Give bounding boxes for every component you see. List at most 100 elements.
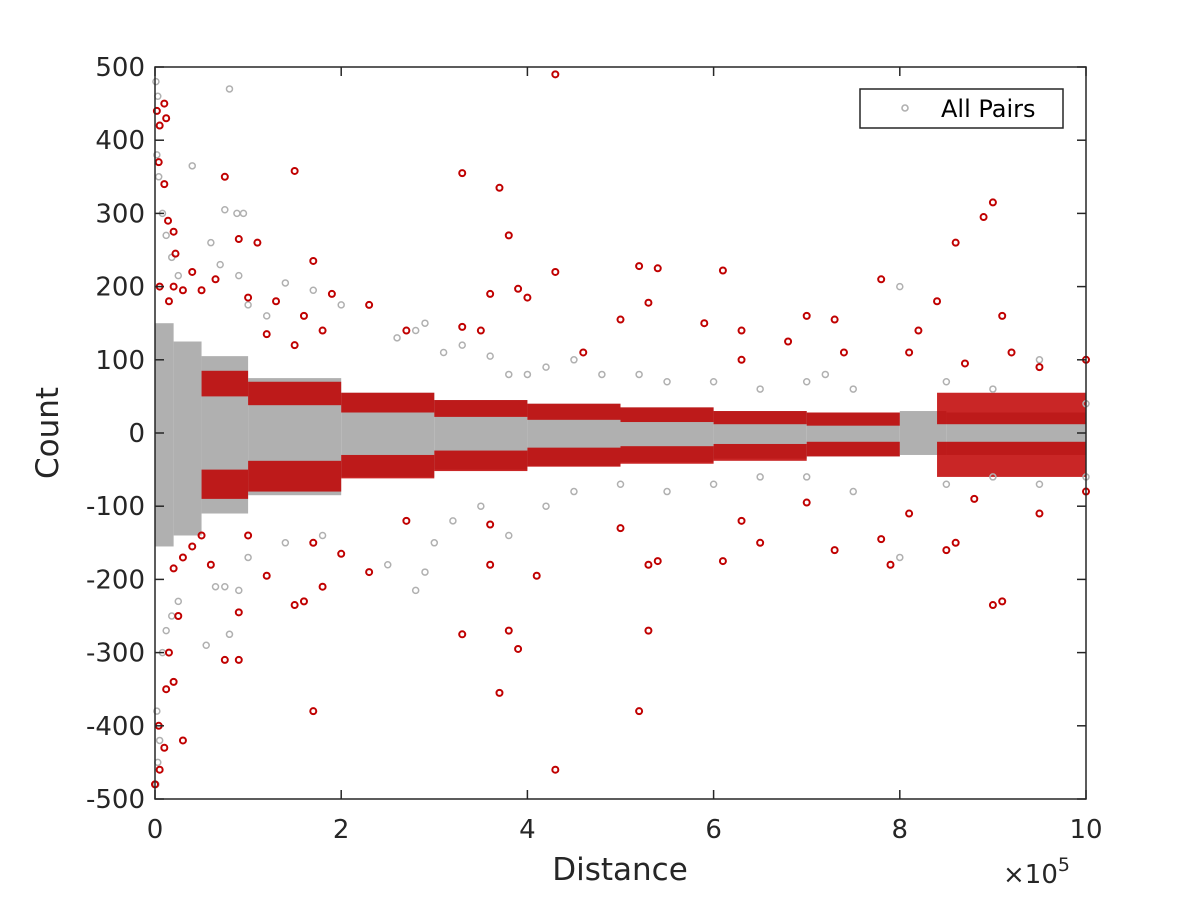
- red-band-lower-8: [937, 441, 1086, 477]
- point-highlighted-112: [616, 524, 625, 533]
- red-band-upper-7: [806, 412, 900, 426]
- x-tick-label-4: 8: [892, 815, 909, 845]
- point-highlighted-79: [504, 626, 513, 635]
- point-all-pairs-8: [174, 271, 183, 280]
- point-highlighted-99: [337, 549, 346, 558]
- point-highlighted-85: [998, 597, 1007, 606]
- point-highlighted-55: [402, 326, 411, 335]
- point-highlighted-110: [402, 516, 411, 525]
- point-highlighted-39: [523, 293, 532, 302]
- point-highlighted-58: [579, 348, 588, 357]
- point-all-pairs-75: [849, 487, 857, 496]
- red-band-upper-6: [713, 411, 807, 425]
- point-all-pairs-58: [244, 553, 252, 562]
- y-tick-label-4: 100: [95, 346, 145, 376]
- point-all-pairs-25: [439, 348, 448, 357]
- point-highlighted-9: [220, 172, 229, 181]
- point-highlighted-108: [942, 546, 951, 555]
- point-all-pairs-27: [486, 352, 494, 360]
- y-axis-label: Count: [30, 387, 66, 479]
- point-all-pairs-3: [153, 151, 161, 159]
- point-highlighted-26: [211, 275, 220, 284]
- point-all-pairs-54: [211, 582, 220, 591]
- point-highlighted-32: [244, 293, 253, 302]
- red-band-lower-7: [806, 441, 900, 457]
- point-highlighted-45: [830, 315, 839, 324]
- point-all-pairs-57: [235, 586, 243, 595]
- point-all-pairs-23: [411, 326, 420, 335]
- point-highlighted-42: [877, 275, 886, 284]
- point-all-pairs-10: [225, 85, 234, 93]
- point-all-pairs-21: [337, 301, 345, 309]
- y-tick-label-6: -100: [86, 492, 145, 522]
- point-highlighted-74: [220, 655, 229, 664]
- legend-label-all-pairs: All Pairs: [941, 95, 1036, 123]
- x-axis-label: Distance: [552, 852, 688, 888]
- point-all-pairs-47: [155, 736, 164, 745]
- x-tick-label-3: 6: [705, 815, 722, 845]
- point-highlighted-50: [1007, 348, 1016, 357]
- point-all-pairs-26: [458, 341, 466, 349]
- point-highlighted-81: [551, 765, 560, 774]
- y-tick-label-5: 0: [128, 419, 145, 449]
- point-all-pairs-16: [235, 271, 243, 280]
- point-highlighted-30: [178, 286, 187, 295]
- point-highlighted-29: [169, 282, 178, 291]
- point-highlighted-116: [905, 509, 914, 518]
- point-all-pairs-78: [989, 473, 997, 481]
- point-highlighted-84: [988, 601, 997, 610]
- point-highlighted-15: [988, 198, 997, 207]
- axis-tick-labels: 0 2 4 6 8 10 500 400 300 200 100 0 -100 -200 -300 -400 -…: [86, 53, 1103, 845]
- point-highlighted-91: [262, 571, 271, 580]
- point-highlighted-8: [171, 249, 180, 258]
- point-all-pairs-63: [421, 568, 429, 576]
- point-highlighted-25: [188, 267, 197, 276]
- point-highlighted-57: [476, 326, 485, 335]
- point-highlighted-103: [653, 557, 662, 566]
- point-highlighted-96: [197, 531, 206, 540]
- point-all-pairs-66: [477, 502, 485, 510]
- point-all-pairs-29: [523, 370, 532, 379]
- point-all-pairs-55: [221, 582, 229, 591]
- legend-box: [859, 88, 1064, 129]
- point-highlighted-52: [262, 330, 271, 339]
- point-highlighted-82: [635, 707, 644, 716]
- point-highlighted-21: [635, 262, 644, 271]
- gray-band-0: [155, 323, 174, 547]
- point-all-pairs-39: [849, 385, 857, 393]
- point-all-pairs-32: [598, 370, 606, 379]
- point-all-pairs-35: [709, 378, 718, 386]
- point-all-pairs-0: [152, 77, 160, 86]
- point-highlighted-104: [718, 557, 727, 566]
- point-highlighted-10: [290, 166, 299, 175]
- point-highlighted-100: [486, 560, 495, 569]
- point-highlighted-87: [290, 601, 299, 610]
- point-all-pairs-73: [756, 473, 764, 481]
- point-highlighted-56: [458, 322, 467, 331]
- point-all-pairs-17: [244, 301, 252, 309]
- y-tick-label-9: -400: [86, 712, 145, 742]
- x-axis-exponent: ×105: [1003, 854, 1070, 890]
- point-highlighted-59: [737, 355, 746, 364]
- point-highlighted-1: [155, 121, 164, 130]
- point-highlighted-36: [365, 300, 374, 309]
- point-all-pairs-15: [216, 260, 224, 269]
- point-highlighted-49: [914, 326, 923, 335]
- gray-band-1: [173, 341, 202, 536]
- y-tick-label-8: -300: [86, 639, 145, 669]
- point-highlighted-69: [162, 685, 171, 694]
- point-highlighted-19: [253, 238, 262, 247]
- point-highlighted-61: [839, 348, 848, 357]
- point-all-pairs-33: [635, 370, 643, 379]
- point-highlighted-43: [933, 297, 942, 306]
- point-highlighted-62: [905, 348, 914, 357]
- point-highlighted-71: [178, 736, 187, 745]
- red-band-lower-0: [201, 469, 249, 499]
- point-highlighted-48: [737, 326, 746, 335]
- x-exponent-power: 5: [1058, 854, 1070, 876]
- x-tick-label-2: 4: [519, 815, 536, 845]
- point-all-pairs-79: [1035, 480, 1044, 488]
- red-band-upper-0: [201, 370, 249, 397]
- point-highlighted-93: [169, 564, 178, 573]
